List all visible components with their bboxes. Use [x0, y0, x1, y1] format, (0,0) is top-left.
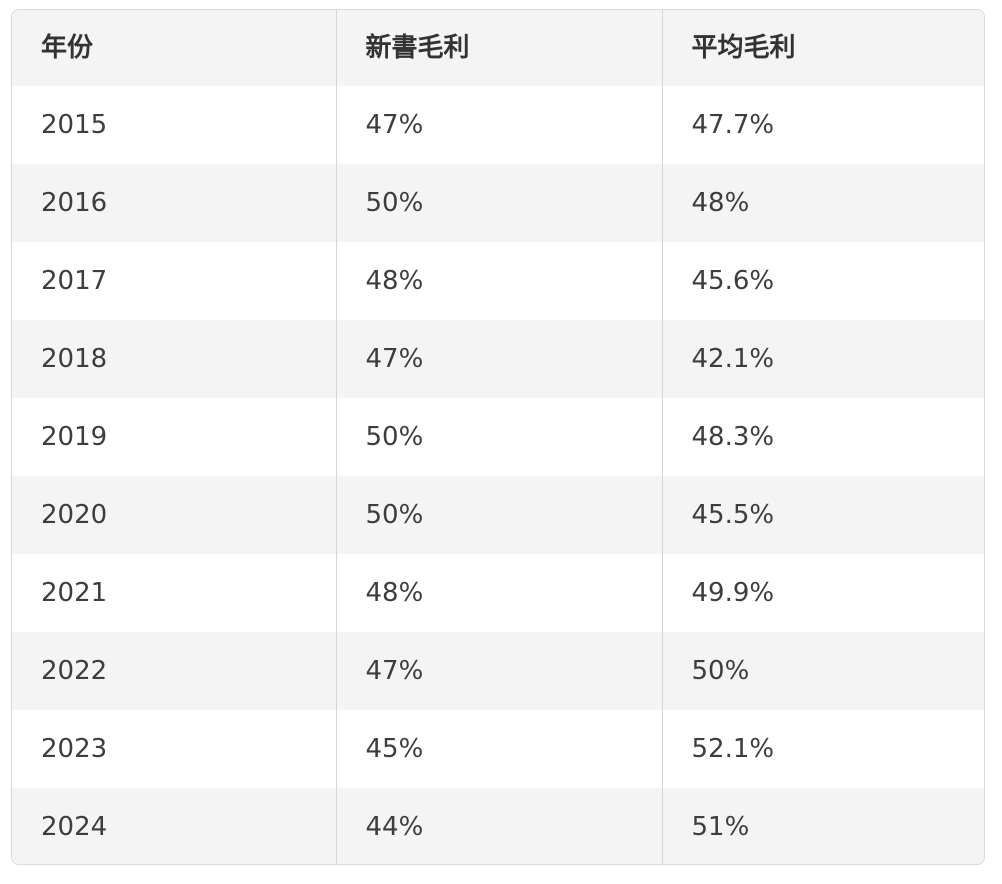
table-row: 2019 50% 48.3% — [12, 398, 984, 476]
table-row: 2015 47% 47.7% — [12, 86, 984, 164]
cell-new-book-margin: 47% — [335, 86, 662, 164]
column-header-new-book-margin: 新書毛利 — [335, 10, 662, 86]
cell-average-margin: 47.7% — [661, 86, 984, 164]
cell-new-book-margin: 47% — [335, 632, 662, 710]
cell-new-book-margin: 44% — [335, 788, 662, 864]
column-header-year: 年份 — [12, 10, 336, 86]
cell-average-margin: 45.6% — [661, 242, 984, 320]
cell-new-book-margin: 45% — [335, 710, 662, 788]
table-row: 2017 48% 45.6% — [12, 242, 984, 320]
cell-new-book-margin: 50% — [335, 476, 662, 554]
cell-year: 2019 — [12, 398, 336, 476]
cell-year: 2018 — [12, 320, 336, 398]
cell-year: 2020 — [12, 476, 336, 554]
cell-new-book-margin: 50% — [335, 164, 662, 242]
cell-average-margin: 45.5% — [661, 476, 984, 554]
table-row: 2024 44% 51% — [12, 788, 984, 864]
column-header-average-margin: 平均毛利 — [661, 10, 984, 86]
table-body: 2015 47% 47.7% 2016 50% 48% 2017 48% 45.6% 2018 47… — [12, 86, 984, 864]
table-row: 2022 47% 50% — [12, 632, 984, 710]
cell-new-book-margin: 50% — [335, 398, 662, 476]
table-row: 2016 50% 48% — [12, 164, 984, 242]
cell-year: 2021 — [12, 554, 336, 632]
cell-year: 2022 — [12, 632, 336, 710]
cell-year: 2017 — [12, 242, 336, 320]
table-row: 2018 47% 42.1% — [12, 320, 984, 398]
cell-new-book-margin: 48% — [335, 242, 662, 320]
cell-average-margin: 51% — [661, 788, 984, 864]
table-row: 2021 48% 49.9% — [12, 554, 984, 632]
data-table-container: 年份 新書毛利 平均毛利 2015 47% 47.7% 2016 50% 48% 2017 4… — [11, 9, 985, 865]
cell-average-margin: 42.1% — [661, 320, 984, 398]
table-row: 2020 50% 45.5% — [12, 476, 984, 554]
margin-table: 年份 新書毛利 平均毛利 2015 47% 47.7% 2016 50% 48% 2017 4… — [12, 10, 984, 864]
cell-year: 2015 — [12, 86, 336, 164]
header-row: 年份 新書毛利 平均毛利 — [12, 10, 984, 86]
cell-average-margin: 48.3% — [661, 398, 984, 476]
cell-new-book-margin: 47% — [335, 320, 662, 398]
cell-average-margin: 52.1% — [661, 710, 984, 788]
cell-year: 2024 — [12, 788, 336, 864]
cell-average-margin: 50% — [661, 632, 984, 710]
cell-average-margin: 48% — [661, 164, 984, 242]
cell-year: 2023 — [12, 710, 336, 788]
table-row: 2023 45% 52.1% — [12, 710, 984, 788]
cell-new-book-margin: 48% — [335, 554, 662, 632]
cell-year: 2016 — [12, 164, 336, 242]
cell-average-margin: 49.9% — [661, 554, 984, 632]
